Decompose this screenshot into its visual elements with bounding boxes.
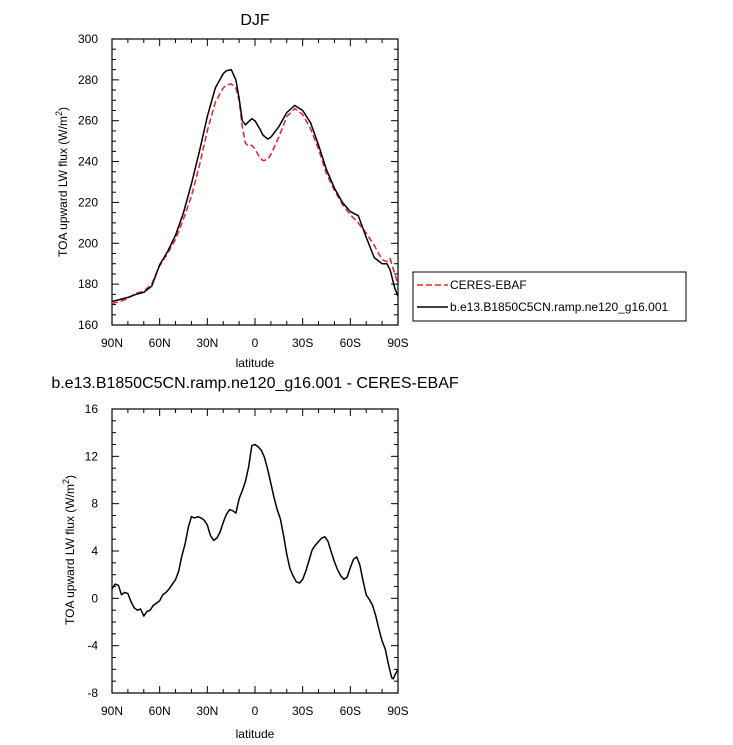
- top-x-tick-label: 60S: [340, 336, 361, 350]
- legend-box: [412, 271, 687, 322]
- bottom-y-axis-label: TOA upward LW flux (W/m2): [61, 475, 77, 625]
- top-plot-frame: [111, 38, 399, 326]
- top-x-tick-label: 90N: [101, 336, 123, 350]
- top-x-tick-label: 0: [252, 336, 259, 350]
- top-x-axis-label: latitude: [236, 356, 275, 370]
- top-y-axis-label: TOA upward LW flux (W/m2): [54, 107, 70, 257]
- bottom-panel: b.e13.B1850C5CN.ramp.ne120_g16.001 - CER…: [51, 375, 459, 741]
- bottom-panel-title: b.e13.B1850C5CN.ramp.ne120_g16.001 - CER…: [51, 375, 459, 392]
- legend-entry-ceres-ebaf: CERES-EBAF: [450, 278, 527, 292]
- top-series-line-1: [111, 68, 399, 303]
- top-y-tick-label: 160: [78, 318, 98, 332]
- top-y-tick-label: 260: [78, 114, 98, 128]
- top-y-tick-label: 180: [78, 277, 98, 291]
- bottom-y-tick-label: 8: [91, 497, 98, 511]
- top-y-tick-label: 280: [78, 73, 98, 87]
- top-y-tick-label: 300: [78, 32, 98, 46]
- top-x-tick-label: 60N: [149, 336, 171, 350]
- top-series-line-0: [111, 83, 399, 305]
- bottom-x-tick-label: 30N: [196, 704, 218, 718]
- top-y-axis-label-sup: 2: [54, 111, 64, 116]
- bottom-y-tick-label: -4: [87, 639, 98, 653]
- bottom-y-axis-label-tail: ): [63, 475, 77, 479]
- bottom-plot-area: 90N 60N 30N 0 30S 60S 90S -8 -4 0 4 8 12 16: [85, 402, 409, 718]
- top-y-tick-label: 220: [78, 195, 98, 209]
- bottom-x-tick-label: 0: [252, 704, 259, 718]
- bottom-y-tick-label: 12: [85, 449, 99, 463]
- top-plot-area: 90N 60N 30N 0 30S 60S 90S 160 180 200 220 240 260 280…: [78, 32, 409, 350]
- top-y-tick-label: 240: [78, 155, 98, 169]
- top-y-axis-label-main: TOA upward LW flux (W/m: [56, 116, 70, 257]
- top-x-tick-label: 90S: [387, 336, 408, 350]
- legend: CERES-EBAF b.e13.B1850C5CN.ramp.ne120_g1…: [412, 271, 687, 322]
- bottom-x-tick-label: 60N: [149, 704, 171, 718]
- bottom-x-tick-label: 60S: [340, 704, 361, 718]
- bottom-x-tick-label: 90S: [387, 704, 408, 718]
- bottom-x-tick-label: 30S: [292, 704, 313, 718]
- bottom-x-axis-label: latitude: [236, 727, 275, 741]
- bottom-y-tick-label: -8: [87, 686, 98, 700]
- bottom-y-tick-label: 0: [91, 591, 98, 605]
- top-x-tick-label: 30N: [196, 336, 218, 350]
- top-panel-title: DJF: [240, 12, 270, 29]
- bottom-y-tick-label: 4: [91, 544, 98, 558]
- bottom-y-tick-label: 16: [85, 402, 99, 416]
- top-x-tick-label: 30S: [292, 336, 313, 350]
- legend-entry-model: b.e13.B1850C5CN.ramp.ne120_g16.001: [450, 300, 668, 314]
- top-y-axis-label-tail: ): [56, 107, 70, 111]
- bottom-x-tick-label: 90N: [101, 704, 123, 718]
- bottom-series-line-0: [111, 443, 399, 680]
- bottom-plot-frame: [111, 408, 399, 694]
- bottom-y-axis-label-main: TOA upward LW flux (W/m: [63, 484, 77, 625]
- top-y-tick-label: 200: [78, 236, 98, 250]
- top-panel: DJF 90N 60N 30N 0 30S 60S 90S 160 180 200 220 240 26…: [54, 12, 687, 370]
- bottom-y-axis-label-sup: 2: [61, 479, 71, 484]
